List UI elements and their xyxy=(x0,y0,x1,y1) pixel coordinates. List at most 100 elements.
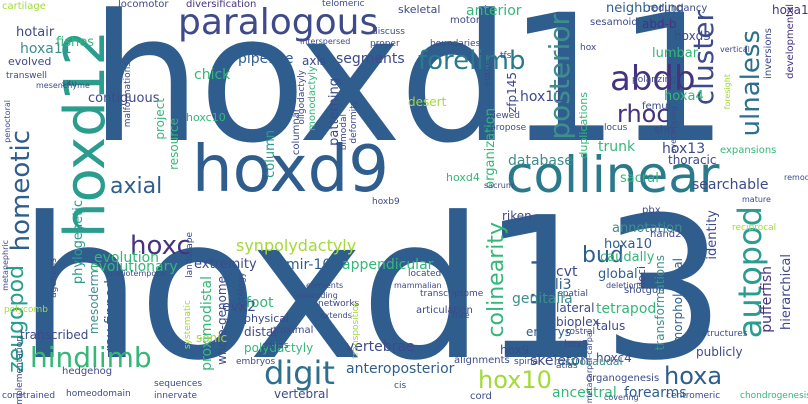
cloud-word: articulation xyxy=(416,305,473,316)
cloud-word: sacrum xyxy=(484,181,514,190)
cloud-word: sesamoid xyxy=(590,17,638,28)
cloud-word: lateral xyxy=(556,301,595,315)
cloud-word: metacarpal-carpal xyxy=(585,330,594,404)
cloud-word: developmental xyxy=(785,4,796,79)
cloud-word: organogenesis xyxy=(586,373,660,384)
cloud-word: rhoc xyxy=(617,100,670,128)
cloud-word: fishes xyxy=(56,35,94,50)
cloud-word: publicly xyxy=(696,345,743,359)
cloud-word: evolution xyxy=(94,250,160,266)
cloud-word: homeodomain xyxy=(66,389,131,399)
cloud-word: hox13 xyxy=(662,141,706,157)
cloud-word: vertebrae xyxy=(346,339,415,355)
cloud-word: whole-genome xyxy=(215,276,229,365)
cloud-word: polycomb xyxy=(4,305,48,315)
cloud-word: bioplex xyxy=(556,315,600,329)
cloud-word: hoxd9 xyxy=(192,133,389,207)
cloud-word: expansions xyxy=(720,145,777,156)
cloud-word: paralogous xyxy=(178,2,379,43)
cloud-word: cord xyxy=(470,391,492,402)
cloud-word: homeotic xyxy=(6,130,36,252)
cloud-word: distal xyxy=(244,325,277,339)
cloud-word: inversions xyxy=(763,28,774,79)
cloud-word: neighboring xyxy=(606,1,684,16)
cloud-word: evx2 xyxy=(222,299,257,315)
cloud-word: interspersed xyxy=(300,37,351,46)
cloud-word: malformations xyxy=(123,62,133,128)
cloud-word: abd-b xyxy=(642,17,677,31)
cloud-word: proper xyxy=(370,39,400,49)
cloud-word: cdnas xyxy=(262,341,289,351)
cloud-word: motor xyxy=(450,15,481,26)
cloud-word: segments xyxy=(336,51,405,67)
cloud-word: hoxa10 xyxy=(604,237,652,252)
cloud-word: duplications xyxy=(577,92,590,159)
cloud-word: mesenchyme xyxy=(36,81,90,90)
cloud-word: boundaries xyxy=(430,39,481,49)
cloud-word: chick xyxy=(194,67,231,83)
cloud-word: polydactyly xyxy=(244,341,314,355)
cloud-word: transwell xyxy=(6,71,48,81)
cloud-word: propose xyxy=(490,123,527,133)
cloud-word: ray-finned xyxy=(103,280,119,352)
cloud-word: reciprocal xyxy=(732,223,777,233)
cloud-word: deformity xyxy=(349,100,359,144)
cloud-word: bimodal xyxy=(339,114,349,151)
cloud-word: hoxd3 xyxy=(674,29,711,43)
cloud-word: skeletal xyxy=(398,3,441,16)
cloud-word: synpolydactyly xyxy=(236,236,357,255)
cloud-word: spinal xyxy=(514,357,541,367)
cloud-word: remodel xyxy=(784,173,808,182)
cloud-word: hox9 xyxy=(500,343,530,357)
cloud-word: situ xyxy=(62,79,77,88)
cloud-word: vertical xyxy=(720,45,750,54)
cloud-word: sequences xyxy=(154,379,203,389)
cloud-word: transposition xyxy=(351,300,361,359)
cloud-word: cis xyxy=(394,381,407,391)
cloud-word: hoxa11 xyxy=(20,41,72,57)
cloud-word: cvt xyxy=(556,264,578,280)
cloud-word: genitalia xyxy=(512,291,573,307)
cloud-word: transcribed xyxy=(20,328,89,342)
cloud-word: thoracic xyxy=(668,153,717,167)
cloud-word: hox10 xyxy=(478,366,552,394)
cloud-word: alignments xyxy=(454,355,510,366)
cloud-word: caudally xyxy=(600,250,655,265)
cloud-word: pufferfish xyxy=(759,266,775,333)
cloud-word: viewed xyxy=(488,111,520,121)
cloud-word: hox5 xyxy=(564,339,589,350)
cloud-word: evolved xyxy=(8,55,52,68)
cloud-word: hoxc4 xyxy=(596,351,632,365)
cloud-word: extremity xyxy=(194,257,257,272)
cloud-word: hoxb9 xyxy=(372,197,400,207)
cloud-word: mir-10b xyxy=(286,257,341,273)
cloud-word: identity xyxy=(705,210,720,260)
cloud-word: hox xyxy=(580,43,597,53)
cloud-word: metanephric xyxy=(1,240,10,291)
cloud-word: column xyxy=(263,130,278,178)
cloud-word: hoxc xyxy=(130,231,191,261)
cloud-word: systematic xyxy=(183,300,193,350)
cloud-word: hotair xyxy=(16,25,55,40)
cloud-word: hoxc10 xyxy=(186,111,226,124)
cloud-word: telomeric xyxy=(322,0,365,9)
cloud-word: diversification xyxy=(186,0,257,10)
cloud-word: covering xyxy=(604,393,639,402)
cloud-word: fore xyxy=(452,311,470,321)
cloud-word: tetrapod xyxy=(596,301,657,317)
cloud-word: ancestral xyxy=(552,385,617,401)
cloud-word: colinearity xyxy=(484,222,509,338)
cloud-word: pbx xyxy=(642,205,661,216)
cloud-word: transformations xyxy=(653,255,667,351)
cloud-word: locus xyxy=(604,123,628,133)
cloud-word: posterior xyxy=(543,14,576,140)
cloud-word: zfp145 xyxy=(505,72,519,114)
cloud-word: anteroposterior xyxy=(346,361,455,377)
cloud-word: shotgun xyxy=(624,285,665,296)
cloud-word: anterior xyxy=(466,3,522,19)
cloud-word: evolutionary xyxy=(90,259,178,275)
cloud-word: monodactyly xyxy=(307,66,318,131)
cloud-word: searchable xyxy=(692,177,769,193)
cloud-word: oligodactyly xyxy=(297,70,307,125)
cloud-word: mature xyxy=(742,195,771,204)
